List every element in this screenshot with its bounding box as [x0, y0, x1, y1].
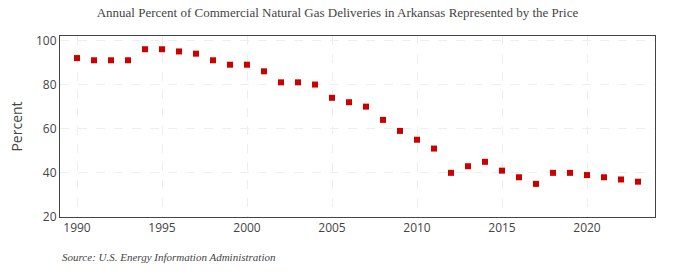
svg-text:80: 80 — [43, 76, 57, 93]
svg-text:40: 40 — [43, 164, 57, 181]
svg-text:2000: 2000 — [233, 219, 261, 236]
svg-text:Annual Percent of Commercial N: Annual Percent of Commercial Natural Gas… — [97, 5, 579, 20]
svg-text:2020: 2020 — [573, 219, 601, 236]
svg-text:Percent: Percent — [7, 101, 26, 151]
svg-text:2015: 2015 — [488, 219, 516, 236]
svg-text:100: 100 — [36, 32, 57, 49]
svg-text:1995: 1995 — [148, 219, 176, 236]
svg-text:Source: U.S. Energy Informatio: Source: U.S. Energy Information Administ… — [62, 251, 276, 263]
svg-text:2010: 2010 — [403, 219, 431, 236]
svg-text:20: 20 — [43, 208, 57, 225]
svg-text:60: 60 — [43, 120, 57, 137]
svg-text:2005: 2005 — [318, 219, 346, 236]
svg-text:1990: 1990 — [63, 219, 91, 236]
